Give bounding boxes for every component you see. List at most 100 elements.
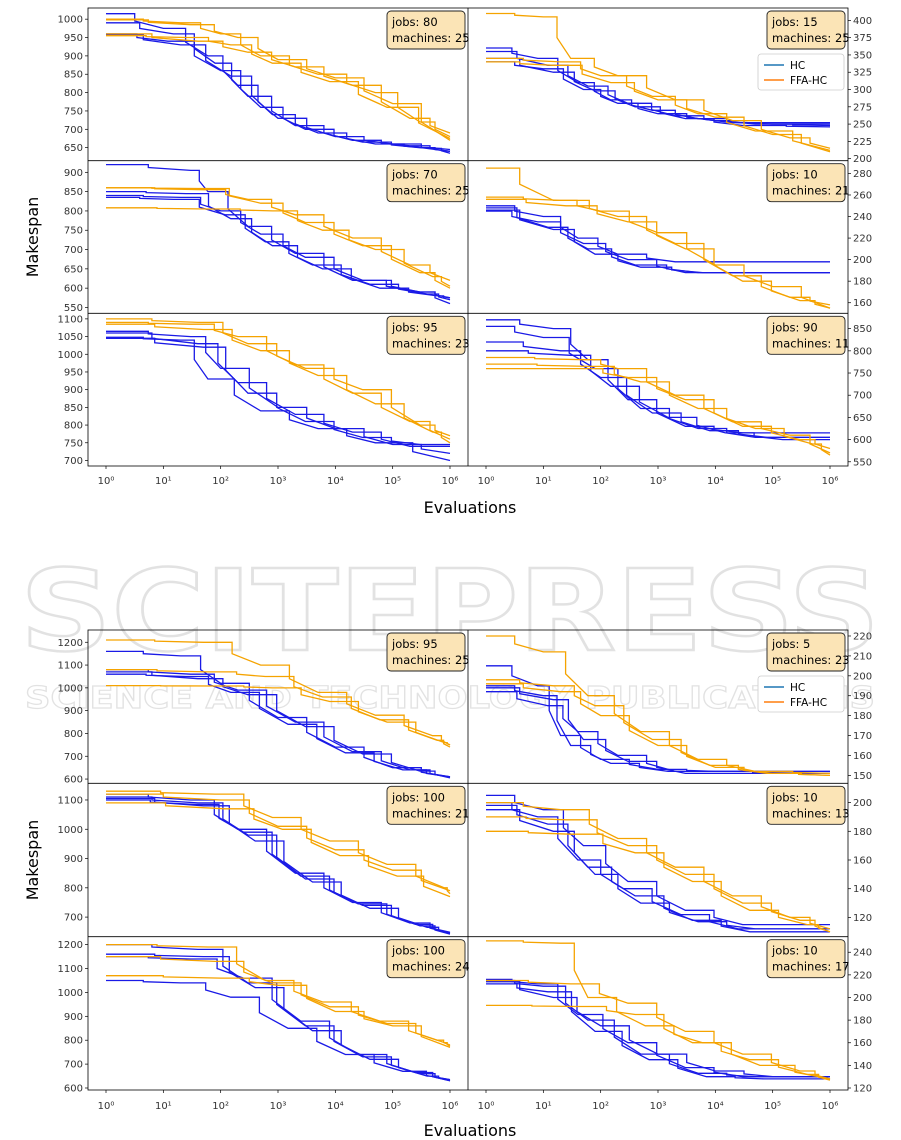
hc-series-line [486, 981, 830, 1078]
jobs-label: jobs: 100 [391, 790, 445, 804]
y-tick-label: 850 [64, 403, 83, 414]
series-layer [486, 794, 831, 933]
x-tick-label: 10⁶ [442, 1101, 459, 1112]
hc-series-line [486, 809, 830, 930]
y-tick-label: 1100 [58, 661, 83, 672]
info-box: jobs: 95 machines: 25 [386, 632, 470, 672]
ffa-hc-series-line [486, 979, 831, 1080]
hc-series-line [106, 796, 451, 935]
x-tick-label: 10¹ [155, 1101, 172, 1112]
info-box-frame [766, 10, 846, 50]
legend: HC FFA-HC [757, 675, 845, 713]
y-tick-label: 800 [64, 206, 83, 217]
x-tick-label: 10³ [270, 476, 287, 487]
y-tick-label: 180 [853, 277, 872, 288]
machines-label: machines: 25 [392, 653, 470, 667]
series-layer [106, 639, 451, 779]
y-tick-label: 950 [64, 33, 83, 44]
series-layer [486, 12, 831, 153]
info-box: jobs: 95 machines: 23 [386, 315, 470, 355]
y-tick-label: 800 [64, 883, 83, 894]
jobs-label: jobs: 15 [771, 15, 818, 29]
hc-series-line [106, 650, 451, 778]
panel-2-5: 600 700 800 900 1000 1100 1200 jobs: 100 machine… [58, 939, 470, 1112]
y-tick-label: 240 [853, 212, 872, 223]
y-tick-label: 160 [853, 298, 872, 309]
y-tick-label: 220 [853, 631, 872, 642]
ffa-hc-series-line [106, 684, 451, 746]
x-tick-label: 10⁶ [822, 476, 839, 487]
ffa-hc-series-line [486, 367, 831, 450]
x-tick-label: 10⁰ [98, 1101, 115, 1112]
y-tick-label: 900 [64, 1012, 83, 1023]
y-tick-label: 1000 [58, 350, 83, 361]
ffa-hc-series-line [106, 975, 451, 1049]
x-tick-label: 10¹ [155, 476, 172, 487]
ffa-hc-series-line [106, 187, 451, 289]
y-tick-label: 260 [853, 190, 872, 201]
machines-label: machines: 11 [772, 336, 850, 350]
y-tick-label: 800 [853, 346, 872, 357]
x-tick-label: 10⁰ [98, 476, 115, 487]
hc-series-line [486, 209, 830, 274]
y-tick-label: 750 [64, 226, 83, 237]
y-tick-label: 850 [64, 70, 83, 81]
panel-2-3: 700 800 900 1000 1100 jobs: 100 machines: 21 [58, 785, 470, 935]
info-box-frame [386, 10, 466, 50]
y-tick-label: 375 [853, 33, 872, 44]
info-box-frame [766, 939, 846, 979]
ffa-hc-series-line [106, 790, 451, 895]
ffa-hc-series-line [486, 363, 831, 456]
panel-2-2: 150 160 170 180 190 200 210 220 jobs: 5 machines:… [486, 631, 872, 782]
hc-series-line [106, 797, 451, 934]
hc-series-line [106, 799, 451, 933]
y-tick-label: 170 [853, 731, 872, 742]
y-tick-label: 200 [853, 671, 872, 682]
chart-group-2: Makespan Evaluations 600 700 800 900 1000 1100 1… [23, 629, 872, 1140]
y-tick-label: 800 [64, 421, 83, 432]
y-tick-label: 200 [853, 993, 872, 1004]
jobs-label: jobs: 90 [771, 320, 818, 334]
hc-series-line [486, 687, 830, 775]
y-tick-label: 1000 [58, 825, 83, 836]
y-tick-label: 900 [64, 854, 83, 865]
x-tick-label: 10⁰ [478, 1101, 495, 1112]
x-tick-label: 10⁴ [707, 1101, 724, 1112]
ffa-hc-series-line [106, 19, 451, 141]
hc-series-line [106, 194, 451, 299]
series-layer [486, 940, 831, 1081]
y-tick-label: 220 [853, 970, 872, 981]
x-tick-label: 10² [592, 1101, 609, 1112]
hc-series-line [106, 337, 450, 446]
y-tick-label: 140 [853, 884, 872, 895]
machines-label: machines: 25 [392, 31, 470, 45]
info-box-frame [766, 632, 846, 672]
info-box-frame [386, 785, 466, 825]
y-tick-label: 180 [853, 1016, 872, 1027]
panel-1-6: 550 600 650 700 750 800 850 jobs: 90 machines: 1… [478, 315, 872, 487]
y-tick-label: 1050 [58, 332, 83, 343]
x-tick-label: 10⁵ [384, 1101, 401, 1112]
series-layer [486, 167, 831, 309]
y-tick-label: 700 [64, 1060, 83, 1071]
panel-1-2: 200 225 250 275 300 325 350 375 400 jobs: 15 machi… [486, 10, 872, 165]
series-layer [106, 943, 451, 1082]
y-tick-label: 280 [853, 169, 872, 180]
y-tick-label: 700 [853, 391, 872, 402]
y-tick-label: 1100 [58, 795, 83, 806]
y-tick-label: 800 [64, 88, 83, 99]
info-box-frame [766, 785, 846, 825]
charts-layer: Makespan Evaluations 650 700 750 800 850 900 950… [23, 7, 872, 1140]
ffa-hc-series-line [106, 35, 451, 140]
y-tick-label: 750 [64, 438, 83, 449]
hc-series-line [486, 325, 830, 439]
watermark: SCITEPRESS SCIENCE AND TECHNOLOGY PUBLIC… [19, 546, 882, 717]
x-tick-label: 10³ [650, 476, 667, 487]
hc-series-line [106, 336, 451, 462]
machines-label: machines: 17 [772, 960, 850, 974]
y-tick-label: 140 [853, 1061, 872, 1072]
y-tick-label: 650 [64, 143, 83, 154]
machines-label: machines: 23 [772, 653, 850, 667]
y-tick-label: 700 [64, 752, 83, 763]
machines-label: machines: 25 [772, 31, 850, 45]
